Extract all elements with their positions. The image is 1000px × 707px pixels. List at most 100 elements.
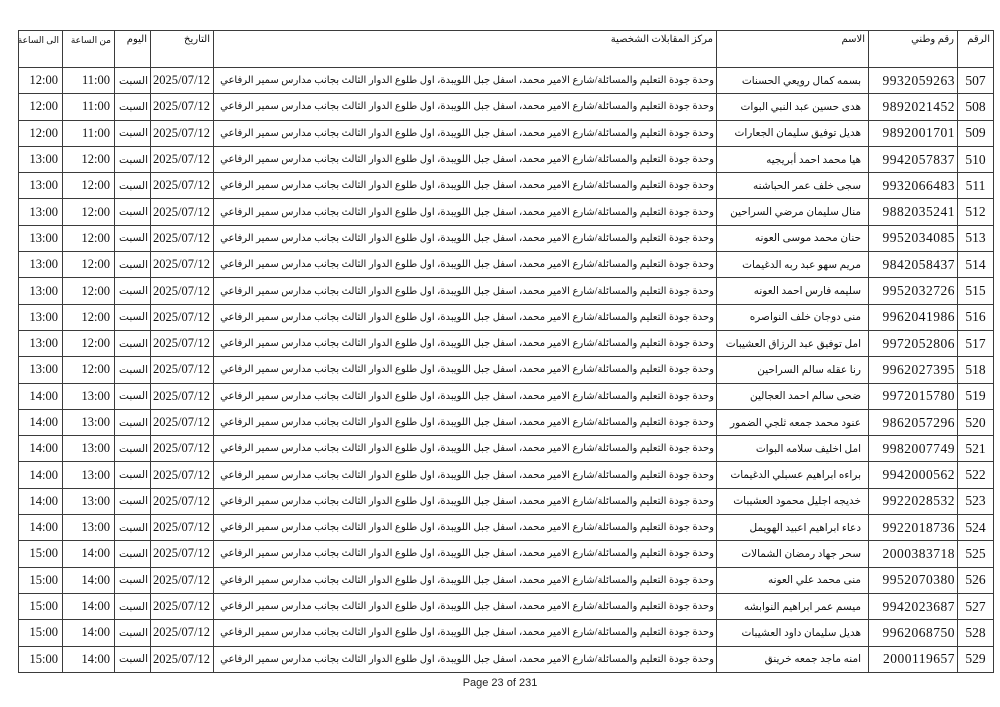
table-row: 521 9982007749 امل اخليف سلامه البوات وحدة … xyxy=(18,435,994,463)
cell-name: منى محمد علي العونه xyxy=(716,566,869,594)
cell-day: السبت xyxy=(114,172,151,200)
cell-num: 518 xyxy=(957,356,994,384)
table-row: 509 9892001701 هديل توفيق سليمان الجعارات و… xyxy=(18,119,994,147)
cell-name: سليمه فارس احمد العونه xyxy=(716,277,869,305)
cell-from: 12:00 xyxy=(62,329,115,358)
column-header-to: الى الساعة xyxy=(18,30,63,68)
table-row: 515 9952032726 سليمه فارس احمد العونه وحدة … xyxy=(18,277,994,305)
cell-day: السبت xyxy=(114,461,151,489)
cell-date: 2025/07/12 xyxy=(150,592,214,621)
cell-to: 14:00 xyxy=(18,382,63,410)
cell-num: 526 xyxy=(957,566,994,594)
cell-to: 15:00 xyxy=(18,592,63,621)
cell-day: السبت xyxy=(114,93,151,121)
cell-name: بسمه كمال رويعي الحسنات xyxy=(716,66,869,95)
cell-day: السبت xyxy=(114,303,151,331)
cell-center: وحدة جودة التعليم والمسائلة/شارع الامير … xyxy=(213,277,717,305)
cell-day: السبت xyxy=(114,592,151,621)
cell-date: 2025/07/12 xyxy=(150,408,214,437)
cell-center: وحدة جودة التعليم والمسائلة/شارع الامير … xyxy=(213,224,717,253)
cell-from: 12:00 xyxy=(62,198,115,226)
cell-national_id: 9952034085 xyxy=(868,224,958,253)
cell-to: 13:00 xyxy=(18,356,63,384)
cell-from: 14:00 xyxy=(62,566,115,594)
cell-num: 510 xyxy=(957,145,994,174)
cell-day: السبت xyxy=(114,224,151,253)
column-header-center: مركز المقابلات الشخصية xyxy=(213,30,717,68)
cell-to: 13:00 xyxy=(18,251,63,279)
cell-center: وحدة جودة التعليم والمسائلة/شارع الامير … xyxy=(213,540,717,568)
cell-name: حنان محمد موسى العونه xyxy=(716,224,869,253)
cell-num: 507 xyxy=(957,66,994,95)
cell-num: 522 xyxy=(957,461,994,489)
cell-center: وحدة جودة التعليم والمسائلة/شارع الامير … xyxy=(213,592,717,621)
cell-name: ضحى سالم احمد العجالين xyxy=(716,382,869,410)
cell-num: 521 xyxy=(957,435,994,463)
table-row: 526 9952070380 منى محمد علي العونه وحدة جود… xyxy=(18,566,994,594)
schedule-table-wrap: الرقم رقم وطني الاسم مركز المقابلات الشخصية… xyxy=(18,30,994,673)
cell-num: 511 xyxy=(957,172,994,200)
cell-date: 2025/07/12 xyxy=(150,435,214,463)
cell-date: 2025/07/12 xyxy=(150,540,214,568)
cell-to: 12:00 xyxy=(18,66,63,95)
cell-to: 13:00 xyxy=(18,172,63,200)
cell-center: وحدة جودة التعليم والمسائلة/شارع الامير … xyxy=(213,356,717,384)
cell-to: 13:00 xyxy=(18,224,63,253)
column-header-name: الاسم xyxy=(716,30,869,68)
cell-to: 15:00 xyxy=(18,645,63,673)
cell-center: وحدة جودة التعليم والمسائلة/شارع الامير … xyxy=(213,145,717,174)
cell-date: 2025/07/12 xyxy=(150,487,214,516)
cell-date: 2025/07/12 xyxy=(150,93,214,121)
cell-date: 2025/07/12 xyxy=(150,66,214,95)
cell-national_id: 9942057837 xyxy=(868,145,958,174)
cell-center: وحدة جودة التعليم والمسائلة/شارع الامير … xyxy=(213,93,717,121)
cell-num: 513 xyxy=(957,224,994,253)
schedule-table: الرقم رقم وطني الاسم مركز المقابلات الشخصية… xyxy=(18,30,994,673)
table-row: 512 9882035241 منال سليمان مرضي السراحين وح… xyxy=(18,198,994,226)
cell-to: 14:00 xyxy=(18,408,63,437)
cell-date: 2025/07/12 xyxy=(150,514,214,542)
cell-num: 524 xyxy=(957,514,994,542)
cell-day: السبت xyxy=(114,514,151,542)
cell-name: سجى خلف عمر الحباشنه xyxy=(716,172,869,200)
cell-num: 508 xyxy=(957,93,994,121)
cell-num: 520 xyxy=(957,408,994,437)
cell-center: وحدة جودة التعليم والمسائلة/شارع الامير … xyxy=(213,566,717,594)
cell-to: 15:00 xyxy=(18,619,63,647)
cell-from: 13:00 xyxy=(62,487,115,516)
cell-name: سحر جهاد رمضان الشمالات xyxy=(716,540,869,568)
cell-day: السبت xyxy=(114,408,151,437)
cell-to: 15:00 xyxy=(18,566,63,594)
cell-num: 519 xyxy=(957,382,994,410)
table-row: 527 9942023687 ميسم عمر ابراهيم النوابشه وح… xyxy=(18,592,994,621)
cell-center: وحدة جودة التعليم والمسائلة/شارع الامير … xyxy=(213,119,717,147)
cell-num: 527 xyxy=(957,592,994,621)
cell-national_id: 9952032726 xyxy=(868,277,958,305)
column-header-day: اليوم xyxy=(114,30,151,68)
cell-day: السبت xyxy=(114,566,151,594)
cell-name: منال سليمان مرضي السراحين xyxy=(716,198,869,226)
cell-num: 517 xyxy=(957,329,994,358)
cell-date: 2025/07/12 xyxy=(150,461,214,489)
table-row: 528 9962068750 هديل سليمان داود العشيبات وح… xyxy=(18,619,994,647)
cell-national_id: 9842058437 xyxy=(868,251,958,279)
cell-from: 11:00 xyxy=(62,119,115,147)
cell-from: 14:00 xyxy=(62,619,115,647)
cell-num: 528 xyxy=(957,619,994,647)
cell-national_id: 9932066483 xyxy=(868,172,958,200)
cell-national_id: 9962041986 xyxy=(868,303,958,331)
cell-day: السبت xyxy=(114,66,151,95)
table-row: 529 2000119657 امنه ماجد جمعه خرينق وحدة جو… xyxy=(18,645,994,673)
cell-to: 13:00 xyxy=(18,145,63,174)
cell-to: 13:00 xyxy=(18,329,63,358)
cell-to: 14:00 xyxy=(18,487,63,516)
cell-center: وحدة جودة التعليم والمسائلة/شارع الامير … xyxy=(213,329,717,358)
cell-to: 15:00 xyxy=(18,540,63,568)
cell-name: منى دوجان خلف النواصره xyxy=(716,303,869,331)
cell-center: وحدة جودة التعليم والمسائلة/شارع الامير … xyxy=(213,645,717,673)
cell-name: امل اخليف سلامه البوات xyxy=(716,435,869,463)
table-row: 520 9862057296 عنود محمد جمعه ثلجي الضمور و… xyxy=(18,408,994,437)
table-row: 511 9932066483 سجى خلف عمر الحباشنه وحدة جو… xyxy=(18,172,994,200)
cell-from: 11:00 xyxy=(62,93,115,121)
cell-date: 2025/07/12 xyxy=(150,251,214,279)
